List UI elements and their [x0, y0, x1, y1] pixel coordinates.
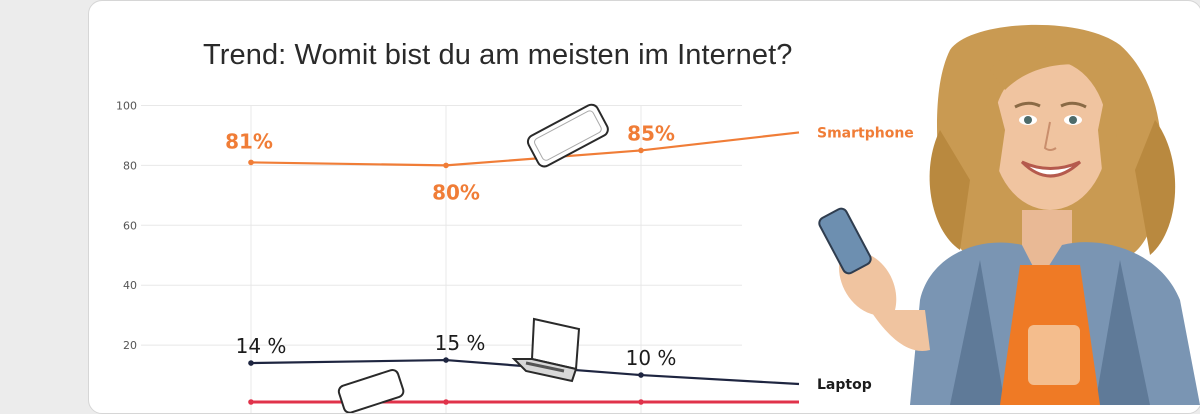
- data-label: 85%: [627, 121, 675, 145]
- data-point: [638, 147, 644, 154]
- y-tick-label: 80: [123, 159, 137, 172]
- chart-title: Trend: Womit bist du am meisten im Inter…: [203, 39, 793, 71]
- y-tick-label: 40: [123, 279, 137, 292]
- y-tick-label: 100: [116, 100, 137, 113]
- data-label: 15 %: [435, 331, 486, 355]
- y-tick-label: 60: [123, 219, 137, 232]
- series-name-label: Smartphone: [817, 125, 914, 141]
- data-point: [443, 357, 449, 363]
- smartphone-icon: [337, 368, 405, 413]
- line-chart: 20 40 60 80 100 81% 80% 85% Smartphone 14 % 15 % 10…: [116, 100, 914, 413]
- data-label: 80%: [432, 180, 480, 204]
- data-label: 10 %: [626, 346, 677, 370]
- series-name-label: Laptop: [817, 377, 872, 393]
- data-label: 81%: [225, 129, 273, 153]
- data-point: [248, 159, 254, 166]
- series-line-smartphone: [250, 131, 800, 167]
- data-point: [638, 399, 644, 405]
- data-label: 14 %: [236, 334, 287, 358]
- woman-photo: [818, 24, 1200, 405]
- data-point: [443, 162, 449, 169]
- data-point: [248, 399, 254, 405]
- data-point: [638, 372, 644, 378]
- smartphone-icon: [526, 103, 609, 168]
- data-point: [248, 360, 254, 366]
- y-tick-label: 20: [123, 339, 137, 352]
- data-point: [443, 399, 449, 405]
- laptop-icon: [511, 317, 581, 383]
